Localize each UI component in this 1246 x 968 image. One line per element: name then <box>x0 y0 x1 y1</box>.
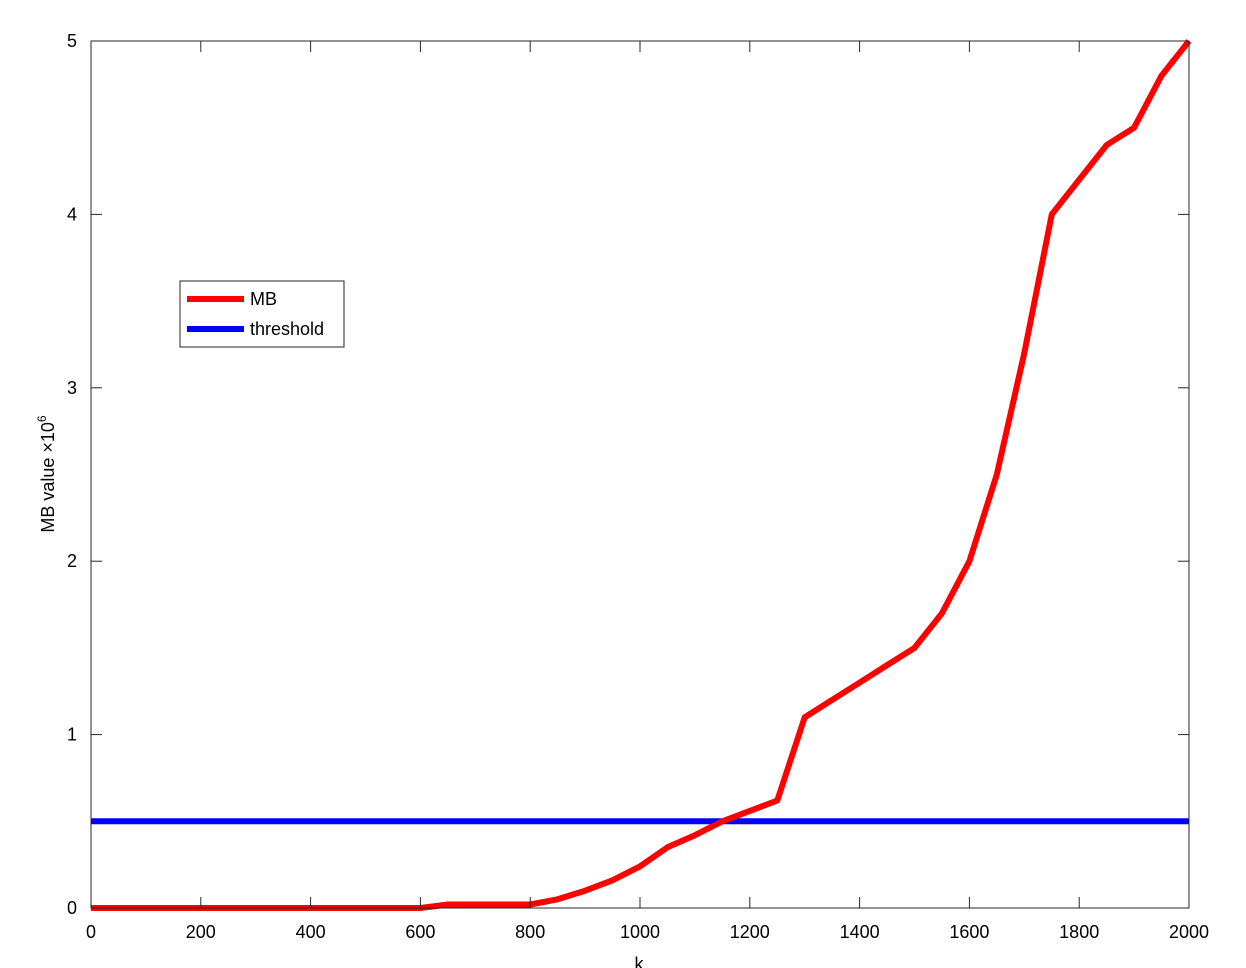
x-tick-labels: 0 200 400 600 800 1000 1200 1400 1600 1800 2000 <box>86 922 1209 942</box>
x-axis-label: k <box>635 954 645 968</box>
y-axis-label-text: MB value ×10 <box>38 422 58 533</box>
x-tick-label: 1200 <box>730 922 770 942</box>
x-tick-label: 1400 <box>840 922 880 942</box>
y-tick-label: 1 <box>67 725 77 745</box>
plot-area <box>91 41 1189 908</box>
y-tick-label: 5 <box>67 31 77 51</box>
y-tick-labels: 0 1 2 3 4 5 <box>67 31 77 918</box>
x-tick-label: 2000 <box>1169 922 1209 942</box>
x-tick-label: 1000 <box>620 922 660 942</box>
legend-label-mb: MB <box>250 289 277 309</box>
plot-frame <box>90 40 1190 909</box>
x-tick-label: 400 <box>296 922 326 942</box>
legend-box <box>179 280 345 348</box>
x-tick-label: 0 <box>86 922 96 942</box>
y-tick-label: 0 <box>67 898 77 918</box>
legend-label-threshold: threshold <box>250 319 324 339</box>
y-tick-label: 2 <box>67 551 77 571</box>
y-tick-label: 3 <box>67 378 77 398</box>
x-tick-label: 800 <box>515 922 545 942</box>
x-tick-label: 1800 <box>1059 922 1099 942</box>
legend: MB threshold <box>179 280 345 348</box>
x-tick-label: 200 <box>186 922 216 942</box>
x-tick-label: 600 <box>405 922 435 942</box>
x-tick-label: 1600 <box>949 922 989 942</box>
y-axis-label: MB value ×106 <box>35 415 58 533</box>
y-axis-label-exponent: 6 <box>35 415 49 422</box>
y-tick-label: 4 <box>67 204 77 224</box>
